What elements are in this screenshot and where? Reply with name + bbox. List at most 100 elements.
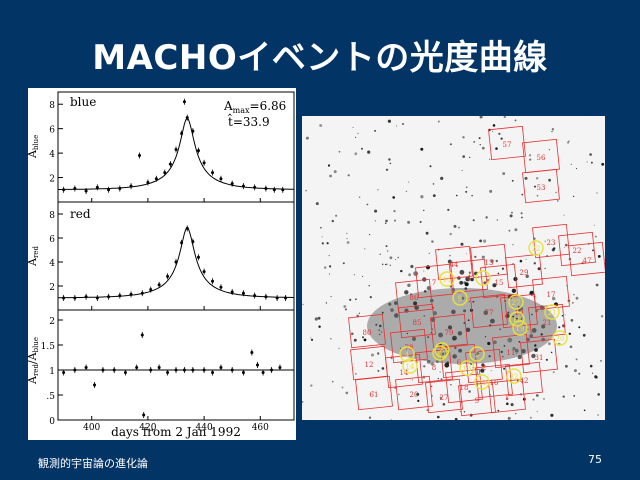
event-marker-label: 14	[406, 363, 415, 371]
star	[437, 120, 440, 123]
star	[368, 285, 370, 287]
star	[596, 192, 598, 194]
star	[481, 255, 485, 259]
star	[386, 250, 389, 252]
star	[464, 287, 468, 290]
star	[326, 242, 329, 245]
blue-point	[230, 182, 234, 186]
star	[573, 294, 575, 296]
field-tile-label: 22	[573, 247, 582, 255]
star	[550, 351, 553, 354]
star	[481, 146, 485, 150]
field-tile	[465, 348, 503, 384]
event-marker-label: 5	[475, 351, 479, 359]
red-point	[157, 283, 161, 287]
star	[507, 311, 510, 314]
star	[506, 402, 509, 406]
star	[545, 358, 548, 361]
star	[456, 194, 458, 197]
red-point	[202, 270, 206, 274]
star	[594, 375, 598, 379]
star	[594, 235, 597, 238]
event-marker-label: 1	[481, 275, 485, 283]
star	[572, 195, 575, 198]
star	[324, 266, 327, 269]
ratio-point	[93, 383, 97, 387]
star	[461, 296, 465, 300]
ratio-point	[157, 366, 161, 369]
star	[490, 318, 495, 324]
star	[345, 391, 349, 395]
star	[453, 224, 457, 228]
star	[516, 317, 518, 320]
star	[483, 239, 487, 243]
star	[374, 129, 377, 132]
star	[413, 301, 418, 306]
star	[551, 131, 553, 133]
star	[423, 209, 425, 211]
star	[305, 136, 309, 140]
star	[417, 399, 420, 402]
ylabel-blue: Ablue	[28, 135, 40, 159]
ratio-point	[255, 363, 259, 367]
star	[416, 392, 420, 396]
star	[451, 309, 456, 315]
ratio-point	[182, 368, 186, 372]
star	[531, 353, 536, 359]
star	[425, 231, 429, 235]
field-tile-label: 6	[457, 359, 462, 367]
star	[401, 122, 405, 126]
red-point	[253, 294, 257, 298]
star	[438, 332, 443, 338]
star	[519, 317, 523, 321]
star	[589, 153, 592, 156]
field-tile-label: 77	[485, 309, 494, 317]
field-tile	[390, 328, 428, 364]
star	[351, 332, 354, 336]
star	[499, 328, 502, 331]
star	[353, 274, 355, 276]
event-marker	[399, 346, 415, 362]
star	[452, 338, 455, 341]
star	[532, 398, 535, 401]
star	[389, 264, 391, 266]
field-tile	[475, 363, 513, 399]
star	[302, 303, 304, 305]
star	[331, 219, 334, 223]
star	[447, 208, 450, 211]
ratio-point	[250, 351, 254, 354]
star	[562, 395, 565, 398]
x-tick-label: 440	[196, 423, 213, 433]
blue-point	[129, 184, 133, 188]
star	[407, 283, 411, 287]
star	[379, 324, 382, 328]
blue-point	[118, 187, 122, 191]
event-marker	[402, 358, 418, 374]
field-tile	[450, 258, 488, 294]
star	[395, 259, 397, 261]
field-tile	[425, 378, 463, 414]
star	[565, 364, 568, 368]
red-point	[62, 296, 66, 300]
blue-point	[107, 188, 111, 192]
star	[423, 270, 425, 272]
field-tile	[488, 125, 526, 161]
star	[400, 269, 403, 273]
star	[534, 344, 537, 347]
star	[567, 141, 570, 144]
star	[310, 337, 312, 339]
star	[459, 280, 464, 285]
star	[592, 249, 595, 252]
star	[343, 305, 347, 308]
star	[353, 338, 357, 342]
star	[524, 176, 528, 180]
star	[484, 336, 487, 338]
red-point	[140, 291, 144, 295]
star	[404, 290, 409, 295]
star	[346, 241, 350, 244]
star	[578, 372, 581, 375]
star	[586, 161, 588, 163]
red-point	[264, 295, 268, 299]
star	[521, 348, 526, 354]
red-point	[219, 285, 223, 289]
